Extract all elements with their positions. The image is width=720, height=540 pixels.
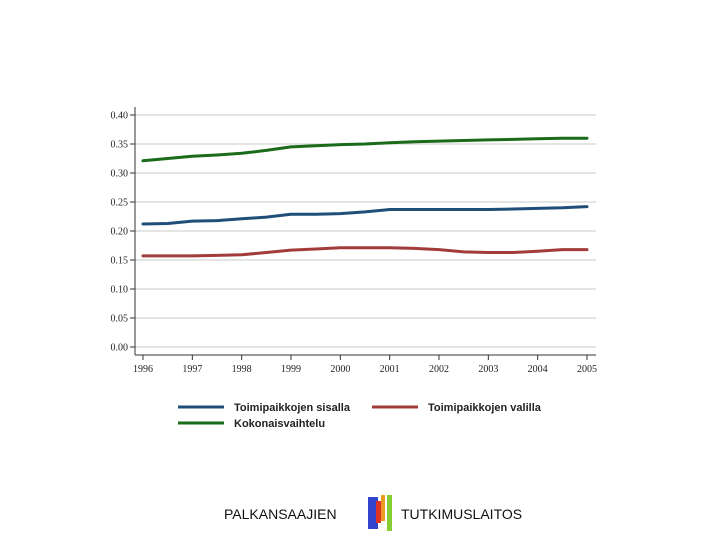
y-axis-ticks: 0.00 0.05 0.10 0.15 0.20 0.25 0.30 0.35 0.40 bbox=[111, 111, 135, 354]
x-axis-ticks: 1996 1997 1998 1999 2000 2001 2002 2003 2004 2005 bbox=[133, 355, 597, 375]
x-tick-label: 2000 bbox=[330, 364, 350, 375]
series-lines bbox=[141, 136, 589, 258]
legend-label-0: Toimipaikkojen sisalla bbox=[234, 402, 351, 414]
institute-logo bbox=[368, 495, 392, 531]
legend-label-2: Kokonaisvaihtelu bbox=[234, 418, 325, 430]
x-tick-label: 1996 bbox=[133, 364, 153, 375]
y-tick-label: 0.20 bbox=[111, 227, 129, 238]
x-tick-label: 2004 bbox=[528, 364, 548, 375]
legend: Toimipaikkojen sisalla Toimipaikkojen val… bbox=[178, 402, 542, 430]
y-tick-label: 0.25 bbox=[111, 198, 129, 209]
x-tick-label: 2003 bbox=[478, 364, 498, 375]
footer-left-text: PALKANSAAJIEN bbox=[224, 506, 337, 522]
y-tick-label: 0.35 bbox=[111, 140, 129, 151]
x-tick-label: 2001 bbox=[380, 364, 400, 375]
y-tick-label: 0.10 bbox=[111, 285, 129, 296]
footer-right-text: TUTKIMUSLAITOS bbox=[401, 506, 523, 522]
logo-blue-bar bbox=[368, 497, 378, 529]
y-tick-label: 0.15 bbox=[111, 256, 129, 267]
x-tick-label: 1998 bbox=[232, 364, 252, 375]
x-tick-label: 1997 bbox=[182, 364, 202, 375]
logo-green-bar bbox=[387, 495, 392, 531]
x-tick-label: 1999 bbox=[281, 364, 301, 375]
series-line-1 bbox=[141, 246, 589, 258]
logo-red-bar bbox=[376, 501, 381, 523]
y-tick-label: 0.05 bbox=[111, 314, 129, 325]
series-line-2 bbox=[141, 136, 589, 163]
x-tick-label: 2002 bbox=[429, 364, 449, 375]
series-line-0 bbox=[141, 205, 589, 226]
x-tick-label: 2005 bbox=[577, 364, 597, 375]
footer: PALKANSAAJIEN TUTKIMUSLAITOS bbox=[0, 495, 720, 535]
legend-label-1: Toimipaikkojen valilla bbox=[428, 402, 542, 414]
logo-orange-bar bbox=[381, 495, 385, 521]
y-tick-label: 0.30 bbox=[111, 169, 129, 180]
grid-lines bbox=[135, 114, 596, 348]
y-tick-label: 0.00 bbox=[111, 343, 129, 354]
y-tick-label: 0.40 bbox=[111, 111, 129, 122]
